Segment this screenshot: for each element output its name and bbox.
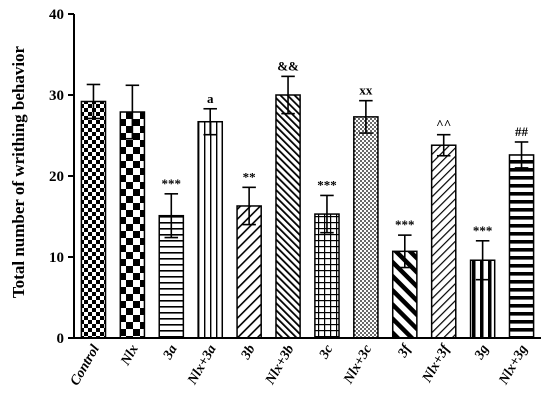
x-tick-label: 3g — [472, 343, 492, 363]
significance-annotation: ## — [515, 124, 529, 139]
significance-annotation: *** — [317, 177, 337, 192]
bar-nlx — [119, 111, 146, 339]
x-tick-label: 3a — [160, 343, 180, 363]
significance-annotation: *** — [162, 176, 182, 191]
x-tick-label: 3b — [238, 343, 258, 363]
bar-control — [80, 100, 107, 339]
y-tick-label: 40 — [49, 7, 64, 23]
x-tick-labels: Control Nlx 3a Nlx+3a 3b Nlx+3b 3c Nlx+3c 3f Nlx+… — [68, 341, 531, 388]
significance-annotation: *** — [395, 217, 415, 232]
bar-3g — [469, 259, 496, 339]
y-ticks: 0 10 20 30 40 — [49, 7, 74, 347]
bar-nlx-plus-3f — [430, 144, 457, 339]
significance-annotation: ^^ — [436, 117, 451, 132]
bar-nlx-plus-3b — [275, 94, 301, 339]
significance-annotation: ** — [243, 169, 256, 184]
significance-annotation: xx — [359, 83, 373, 98]
x-tick-label: Nlx+3g — [496, 343, 531, 389]
y-tick-label: 10 — [49, 250, 64, 266]
bar-nlx-plus-3a — [197, 120, 224, 339]
bar-nlx-plus-3g — [508, 154, 535, 339]
x-tick-label: Nlx+3c — [341, 342, 376, 388]
x-tick-label: Nlx+3b — [263, 343, 298, 389]
x-tick-label: 3f — [395, 341, 415, 361]
x-tick-label: Nlx — [118, 343, 142, 370]
annotations-layer: *** a ** && *** xx *** ^^ *** ## — [162, 58, 529, 237]
bar-3b — [236, 205, 262, 339]
x-tick-label: Nlx+3a — [185, 343, 220, 389]
significance-annotation: a — [207, 91, 214, 106]
y-axis-label: Total number of writhing behavior — [9, 45, 28, 298]
bar-nlx-plus-3c — [353, 116, 379, 339]
significance-annotation: *** — [473, 223, 493, 238]
y-tick-label: 20 — [49, 169, 64, 185]
x-tick-label: 3c — [316, 342, 336, 362]
x-tick-label: Control — [68, 342, 103, 388]
x-tick-label: Nlx+3f — [419, 341, 453, 386]
bars-layer — [80, 94, 535, 339]
y-tick-label: 30 — [49, 88, 64, 104]
significance-annotation: && — [277, 58, 299, 73]
error-bars-layer — [86, 75, 529, 281]
y-tick-label: 0 — [57, 331, 65, 347]
